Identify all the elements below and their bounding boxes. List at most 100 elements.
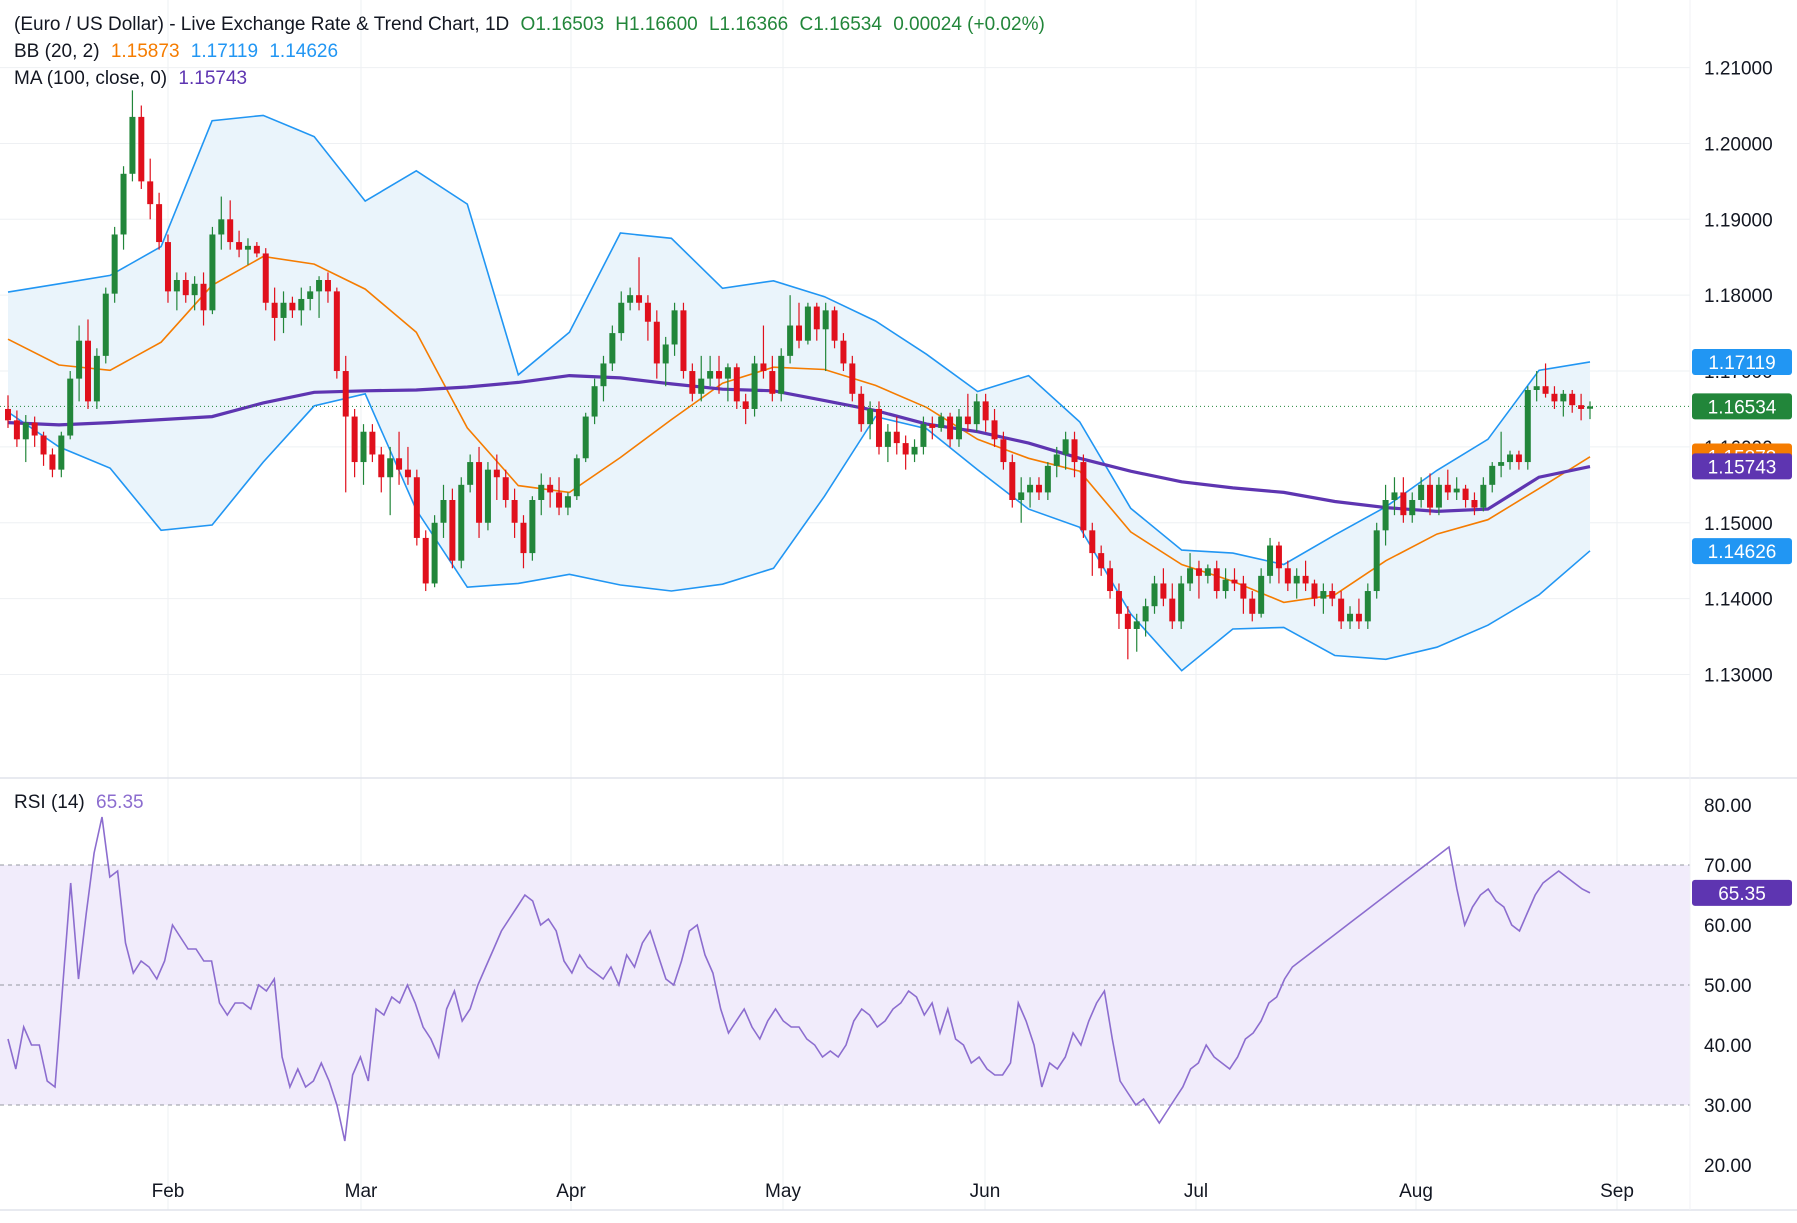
candle-body [538, 484, 545, 500]
candle-body [173, 280, 180, 292]
candle-body [476, 462, 483, 523]
ma-tag-label: 1.15743 [1708, 457, 1777, 478]
candle-body [280, 302, 287, 318]
candle-body [484, 469, 491, 523]
rsi-tick-label: 80.00 [1704, 796, 1752, 817]
candle-body [493, 469, 500, 478]
candle-body [1133, 621, 1140, 629]
candle-body [644, 302, 651, 322]
candle-body [236, 242, 243, 250]
candle-body [1213, 568, 1220, 592]
candle-body [769, 371, 776, 394]
candle-body [1169, 598, 1176, 622]
candle-body [760, 363, 767, 372]
candle-body [147, 181, 154, 205]
candle-body [1489, 465, 1496, 485]
candle-body [1569, 393, 1576, 406]
rsi-tag-label: 65.35 [1718, 884, 1766, 905]
header-legend: (Euro / US Dollar) - Live Exchange Rate … [14, 14, 1051, 36]
bb-upper-line [7, 114, 1591, 566]
candle-body [733, 367, 740, 402]
candle-body [1240, 583, 1247, 599]
candle-body [724, 367, 731, 379]
bollinger-band-area [8, 115, 1590, 671]
bollinger-fill [8, 115, 1590, 671]
candle-body [218, 219, 225, 235]
rsi-band [0, 865, 1690, 1105]
candles [5, 90, 1593, 660]
candle-body [520, 522, 527, 554]
candle-body [689, 371, 696, 394]
candle-body [529, 500, 536, 554]
indicator-lines [0, 114, 1690, 672]
candle-body [1258, 575, 1265, 614]
candle-body [964, 416, 971, 425]
candle-body [1044, 465, 1051, 493]
candle-body [867, 408, 874, 425]
candle-body [440, 500, 447, 523]
rsi-value: 65.35 [96, 792, 144, 813]
candle-body [1453, 488, 1460, 493]
ma-100-line [7, 373, 1591, 514]
candle-body [262, 253, 269, 303]
rsi-legend: RSI (14) 65.35 [14, 792, 150, 814]
candle-body [307, 291, 314, 299]
candle-body [742, 401, 749, 409]
time-tick-label: Mar [345, 1181, 378, 1202]
candle-body [1000, 439, 1007, 463]
bb-upper-value: 1.17119 [190, 41, 259, 62]
candle-body [271, 302, 278, 318]
ohlc-change: 0.00024 (+0.02%) [893, 14, 1045, 35]
rsi-tick-label: 20.00 [1704, 1156, 1752, 1177]
candle-body [627, 295, 634, 303]
candle-body [1587, 406, 1593, 409]
candle-body [1275, 545, 1282, 569]
candle-body [902, 443, 909, 455]
candle-body [1533, 386, 1540, 390]
candle-body [67, 378, 74, 436]
price-tick-label: 1.20000 [1704, 134, 1773, 155]
candle-body [351, 416, 358, 463]
candle-body [5, 408, 11, 421]
candle-body [556, 492, 563, 508]
candle-body [929, 424, 936, 428]
candle-body [253, 245, 260, 254]
candle-body [1560, 393, 1567, 402]
candle-body [111, 234, 118, 294]
candle-body [396, 458, 403, 470]
candle-body [1062, 439, 1069, 455]
candle-body [982, 401, 989, 421]
chart-title: (Euro / US Dollar) - Live Exchange Rate … [14, 14, 510, 35]
price-tick-label: 1.13000 [1704, 665, 1773, 686]
candle-body [333, 291, 340, 372]
candle-body [1142, 606, 1149, 622]
candle-body [1382, 500, 1389, 531]
candle-body [298, 298, 305, 311]
candle-body [1053, 454, 1060, 466]
candle-body [1160, 583, 1167, 599]
candle-body [920, 424, 927, 447]
candle-body [1124, 613, 1131, 629]
candle-body [662, 344, 669, 364]
candle-body [1507, 454, 1514, 463]
candle-body [884, 431, 891, 447]
candle-body [31, 422, 38, 436]
candle-body [404, 469, 411, 478]
candle-body [947, 416, 954, 440]
candle-body [653, 321, 660, 364]
ma-legend: MA (100, close, 0) 1.15743 [14, 68, 253, 90]
candle-body [1267, 545, 1274, 576]
candle-body [636, 295, 643, 303]
candle-body [156, 204, 163, 243]
candle-body [458, 484, 465, 561]
time-tick-label: Aug [1399, 1181, 1433, 1202]
candle-body [1391, 492, 1398, 500]
candle-body [618, 302, 625, 334]
candle-body [1222, 579, 1229, 592]
ohlc-open: O1.16503 [520, 14, 605, 35]
candle-body [129, 116, 136, 174]
candle-body [751, 363, 758, 409]
candle-body [609, 333, 616, 364]
